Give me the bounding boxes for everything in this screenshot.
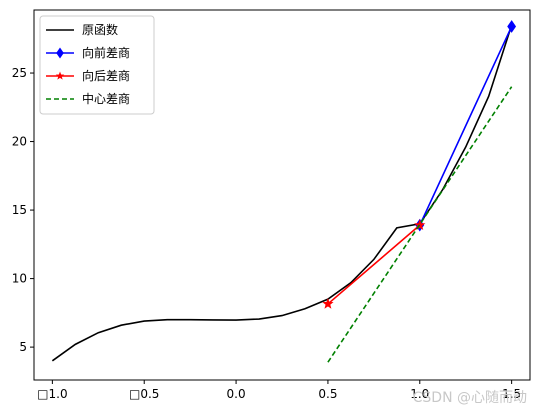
series-2-point-0 [322, 298, 334, 309]
x-tick-label: 0.5 [318, 387, 337, 401]
y-tick-label: 15 [12, 203, 27, 217]
x-axis: □1.0 □0.5 0.0 0.5 1.0 1.5 [37, 380, 521, 401]
legend-label-2: 向后差商 [82, 68, 130, 83]
plot-frame [33, 9, 531, 381]
y-tick-label: 25 [12, 66, 27, 80]
legend-label-3: 中心差商 [82, 91, 130, 106]
x-tick-label: 0.0 [227, 387, 246, 401]
legend-label-0: 原函数 [82, 22, 118, 37]
legend-marker-2 [55, 71, 65, 80]
series-line-2 [327, 224, 421, 305]
x-tick-label: 1.5 [502, 387, 521, 401]
y-tick-label: 10 [12, 272, 27, 286]
legend-label-1: 向前差商 [82, 45, 130, 60]
x-tick-label: 1.0 [410, 387, 429, 401]
x-tick-label: □0.5 [129, 387, 159, 401]
legend-box [39, 15, 155, 115]
series-layer [51, 20, 517, 363]
series-line-3 [327, 86, 513, 363]
x-tick-label: □1.0 [37, 387, 67, 401]
series-1-point-1 [507, 20, 517, 33]
watermark-text: CSDN @心随而动 [412, 390, 527, 406]
y-tick-label: 20 [12, 135, 27, 149]
series-2-point-1 [414, 219, 426, 230]
legend-marker-1 [56, 47, 64, 59]
y-tick-label: 5 [19, 340, 27, 354]
y-axis: 5 10 15 20 25 [12, 66, 34, 354]
series-line-1 [419, 26, 513, 226]
